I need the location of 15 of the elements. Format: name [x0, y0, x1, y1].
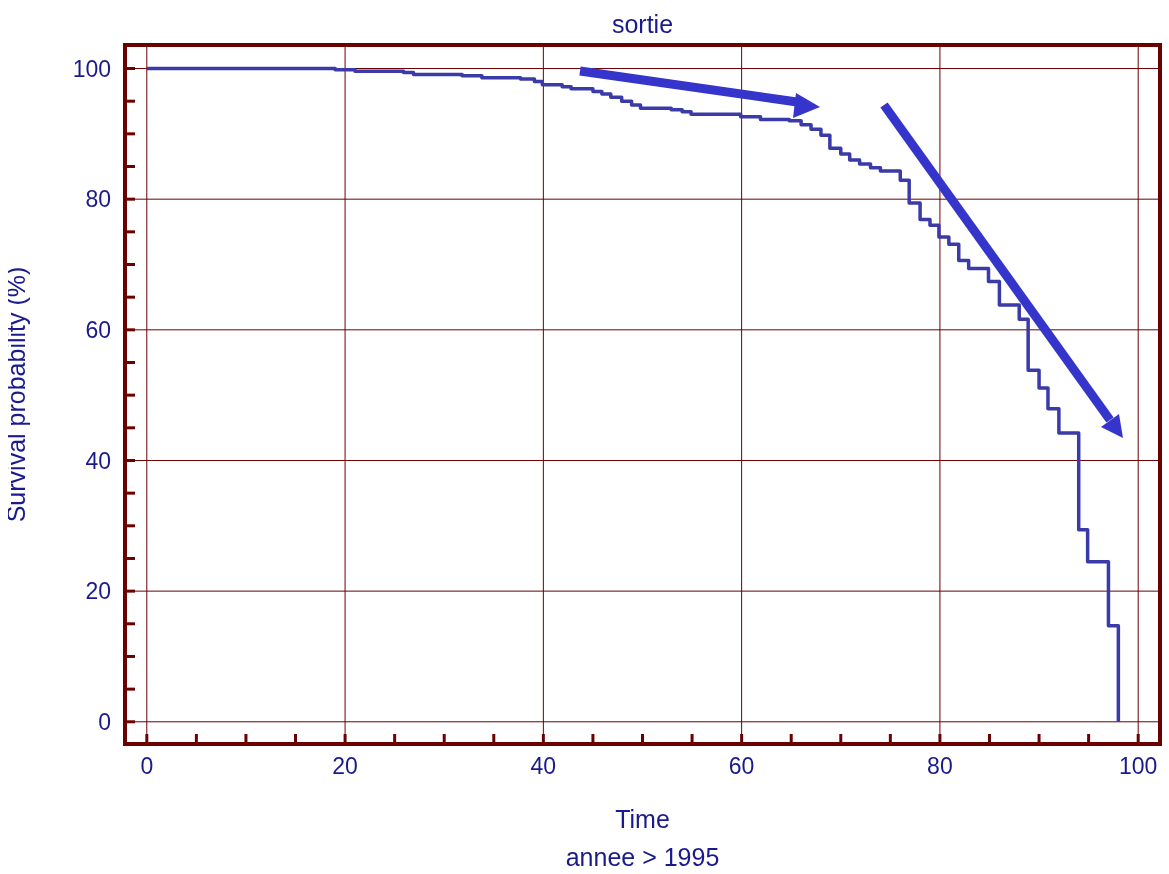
y-tick-label: 80: [85, 186, 111, 213]
x-tick-label: 80: [927, 753, 953, 780]
y-tick-label: 40: [85, 447, 111, 474]
y-tick-label: 60: [85, 316, 111, 343]
chart-title: sortie: [610, 10, 675, 39]
y-tick-label: 100: [72, 55, 111, 82]
x-tick-label: 40: [530, 753, 557, 780]
y-tick-label: 0: [98, 708, 111, 735]
text: annee > 1995: [564, 843, 721, 872]
x-tick-label: 20: [332, 753, 358, 780]
x-tick-label: 100: [1119, 753, 1158, 780]
y-tick-label: 20: [85, 578, 111, 605]
x-tick-label: 0: [140, 753, 154, 780]
x-tick-label: 60: [728, 753, 755, 780]
x-axis-title: Time: [615, 804, 670, 833]
